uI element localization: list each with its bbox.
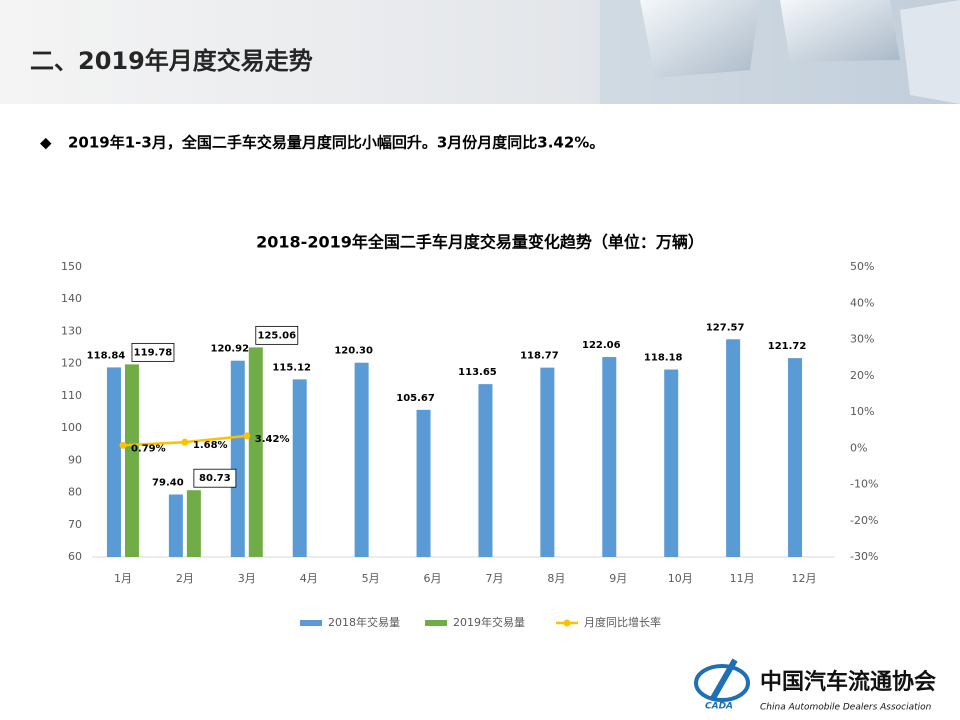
y-tick-label: 110 bbox=[61, 389, 82, 402]
x-tick-label: 6月 bbox=[424, 572, 442, 585]
x-tick-label: 3月 bbox=[238, 572, 256, 585]
value-label: 122.06 bbox=[582, 340, 621, 351]
bar bbox=[540, 367, 555, 557]
y-tick-label: 130 bbox=[61, 324, 82, 337]
bar bbox=[416, 409, 431, 557]
x-tick-label: 1月 bbox=[114, 572, 132, 585]
line-marker bbox=[181, 438, 189, 446]
y2-tick-label: -30% bbox=[850, 550, 878, 563]
chart-title: 2018-2019年全国二手车月度交易量变化趋势（单位：万辆） bbox=[256, 233, 704, 252]
bar bbox=[788, 358, 803, 557]
logo-english: China Automobile Dealers Association bbox=[760, 703, 932, 713]
x-tick-label: 10月 bbox=[668, 572, 693, 585]
y2-tick-label: -10% bbox=[850, 478, 878, 491]
value-label: 118.18 bbox=[644, 353, 683, 364]
value-label: 127.57 bbox=[706, 322, 745, 333]
value-label-box bbox=[131, 342, 175, 362]
value-label: 80.73 bbox=[199, 473, 231, 484]
bar bbox=[230, 360, 245, 557]
legend-swatch bbox=[425, 620, 447, 626]
bar bbox=[248, 347, 263, 557]
line-marker bbox=[243, 432, 251, 440]
y2-tick-label: 20% bbox=[850, 369, 874, 382]
bar bbox=[354, 362, 369, 557]
y-tick-label: 80 bbox=[68, 486, 82, 499]
logo: CADA 中国汽车流通协会 China Automobile Dealers A… bbox=[694, 658, 936, 713]
x-tick-label: 7月 bbox=[485, 572, 503, 585]
bar bbox=[186, 490, 201, 557]
line-marker bbox=[119, 441, 127, 449]
y2-tick-label: 30% bbox=[850, 333, 874, 346]
header-image bbox=[600, 0, 960, 104]
value-label: 120.92 bbox=[210, 344, 249, 355]
legend-swatch-marker bbox=[563, 619, 571, 627]
y2-tick-label: 10% bbox=[850, 405, 874, 418]
bullet-text: 2019年1-3月，全国二手车交易量月度同比小幅回升。3月份月度同比3.42%。 bbox=[68, 134, 604, 152]
bar bbox=[726, 339, 741, 557]
value-label: 0.79% bbox=[131, 443, 166, 454]
value-label: 3.42% bbox=[255, 434, 290, 445]
bar bbox=[664, 369, 679, 557]
x-tick-label: 11月 bbox=[730, 572, 755, 585]
legend-label: 2019年交易量 bbox=[453, 615, 525, 629]
value-label: 115.12 bbox=[272, 362, 311, 373]
y-tick-label: 140 bbox=[61, 292, 82, 305]
x-tick-label: 4月 bbox=[300, 572, 318, 585]
bar bbox=[602, 357, 617, 557]
logo-name: 中国汽车流通协会 bbox=[760, 669, 936, 695]
x-tick-label: 9月 bbox=[609, 572, 627, 585]
value-label-box bbox=[255, 325, 299, 345]
value-label: 118.77 bbox=[520, 351, 559, 362]
value-label: 105.67 bbox=[396, 393, 435, 404]
value-label: 125.06 bbox=[257, 330, 296, 341]
y-tick-label: 100 bbox=[61, 421, 82, 434]
x-tick-label: 12月 bbox=[792, 572, 817, 585]
value-label: 118.84 bbox=[87, 350, 126, 361]
y2-tick-label: 0% bbox=[850, 441, 867, 454]
y-tick-label: 60 bbox=[68, 550, 82, 563]
x-tick-label: 5月 bbox=[362, 572, 380, 585]
logo-abbr: CADA bbox=[705, 702, 733, 712]
bar bbox=[292, 379, 307, 557]
bullet-mark: ◆ bbox=[40, 134, 52, 152]
bar bbox=[478, 384, 493, 557]
value-label: 113.65 bbox=[458, 367, 497, 378]
y2-tick-label: 40% bbox=[850, 296, 874, 309]
legend-label: 月度同比增长率 bbox=[584, 615, 661, 629]
value-label: 79.40 bbox=[152, 477, 184, 488]
y-tick-label: 70 bbox=[68, 518, 82, 531]
legend-label: 2018年交易量 bbox=[328, 615, 400, 629]
y-tick-label: 150 bbox=[61, 260, 82, 273]
value-label: 121.72 bbox=[768, 341, 807, 352]
value-label: 1.68% bbox=[193, 440, 228, 451]
y-tick-label: 120 bbox=[61, 357, 82, 370]
y2-tick-label: -20% bbox=[850, 514, 878, 527]
legend-swatch bbox=[300, 620, 322, 626]
bar bbox=[124, 364, 139, 557]
y2-tick-label: 50% bbox=[850, 260, 874, 273]
y-tick-label: 90 bbox=[68, 453, 82, 466]
value-label: 120.30 bbox=[334, 346, 373, 357]
x-tick-label: 2月 bbox=[176, 572, 194, 585]
header-title: 二、2019年月度交易走势 bbox=[30, 47, 313, 75]
value-label-box bbox=[193, 468, 237, 488]
bar bbox=[106, 367, 121, 557]
value-label: 119.78 bbox=[134, 347, 173, 358]
x-tick-label: 8月 bbox=[547, 572, 565, 585]
bar bbox=[168, 494, 183, 557]
